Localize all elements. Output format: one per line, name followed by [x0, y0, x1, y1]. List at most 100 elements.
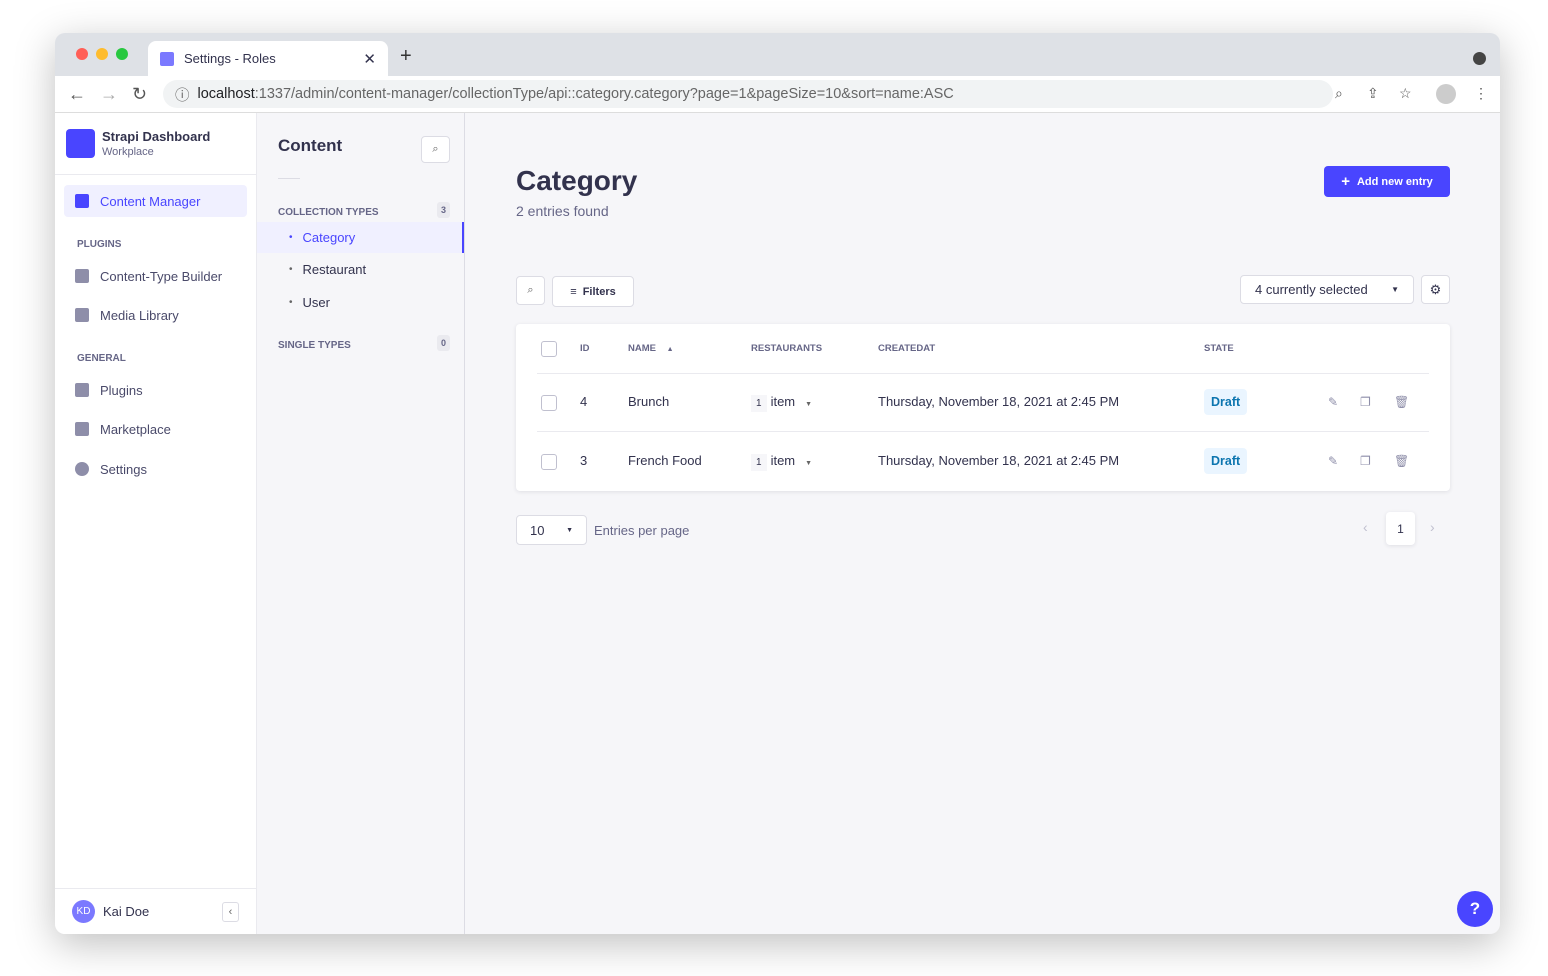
page-title: Category	[516, 165, 638, 196]
star-icon[interactable]: ☆	[1399, 85, 1412, 101]
nav-media-library[interactable]: Media Library	[64, 299, 247, 331]
divider	[278, 178, 300, 179]
share-icon[interactable]: ⇪	[1367, 85, 1379, 101]
nav-label: Plugins	[100, 382, 143, 398]
next-page-icon[interactable]: ›	[1430, 519, 1435, 535]
sidebar-item-restaurant[interactable]: Restaurant	[257, 254, 464, 285]
collapse-nav-button[interactable]: ‹	[222, 901, 239, 922]
nav-label: Content Manager	[100, 193, 201, 209]
reload-icon[interactable]: ↻	[132, 84, 148, 104]
prev-page-icon[interactable]: ‹	[1363, 519, 1368, 535]
item-label: Category	[302, 230, 356, 245]
forward-icon[interactable]: →	[100, 84, 118, 104]
status-badge: Draft	[1204, 389, 1248, 415]
settings-gear-button[interactable]: ⚙	[1421, 275, 1450, 304]
sidebar-item-category[interactable]: Category	[257, 222, 464, 253]
duplicate-icon[interactable]: ❐	[1360, 454, 1371, 468]
duplicate-icon[interactable]: ❐	[1360, 395, 1371, 409]
table-row[interactable]: 3 French Food 1 item ▼ Thursday, November …	[537, 433, 1429, 491]
image-icon	[75, 308, 89, 322]
user-menu[interactable]: KD Kai Doe ‹	[55, 888, 256, 934]
address-bar: ← → ↻ ⓘ localhost:1337/admin/content-mana…	[55, 76, 1500, 113]
zoom-icon[interactable]: ⌕	[1335, 85, 1343, 101]
nav-label: Settings	[100, 461, 147, 477]
puzzle-icon	[75, 383, 89, 397]
sidebar-item-user[interactable]: User	[257, 287, 464, 318]
entries-count: 2 entries found	[516, 203, 609, 219]
tab-bar: Settings - Roles ✕ +	[55, 33, 1500, 76]
url-input[interactable]: ⓘ localhost:1337/admin/content-manager/co…	[163, 80, 1333, 108]
profile-icon[interactable]	[1436, 84, 1456, 104]
restaurants-dropdown[interactable]: 1 item ▼	[751, 453, 813, 471]
menu-icon[interactable]: ⋮	[1474, 85, 1488, 101]
item-label: User	[302, 295, 330, 310]
page-1-button[interactable]: 1	[1386, 512, 1415, 545]
close-window-button[interactable]	[76, 48, 88, 60]
caret-down-icon: ▼	[805, 460, 813, 467]
cell-createdat: Thursday, November 18, 2021 at 2:45 PM	[878, 394, 1120, 409]
single-types-heading[interactable]: SINGLE TYPES 0	[278, 335, 450, 351]
content-sidebar: Content ⌕ COLLECTION TYPES 3 Category Res…	[257, 113, 465, 934]
caret-down-icon: ▼	[1391, 285, 1399, 294]
count-badge: 3	[436, 202, 450, 218]
trash-icon[interactable]: 🗑	[1394, 395, 1410, 409]
minimize-window-button[interactable]	[96, 48, 108, 60]
nav-label: Media Library	[100, 307, 179, 323]
brand-name: Strapi Dashboard	[102, 129, 211, 144]
search-button[interactable]: ⌕	[516, 276, 545, 305]
nav-marketplace[interactable]: Marketplace	[64, 413, 247, 445]
pen-icon	[75, 194, 89, 208]
cart-icon	[75, 422, 89, 436]
tab-search-icon[interactable]	[1473, 52, 1486, 65]
page-number: 1	[1397, 521, 1404, 536]
plus-icon: +	[1341, 173, 1350, 190]
collection-types-heading[interactable]: COLLECTION TYPES 3	[278, 202, 450, 218]
filter-icon: ≡	[570, 285, 577, 298]
add-new-entry-button[interactable]: + Add new entry	[1324, 166, 1450, 197]
url-host: localhost	[197, 86, 255, 102]
edit-icon[interactable]: ✎	[1328, 395, 1339, 409]
row-checkbox[interactable]	[541, 454, 557, 470]
trash-icon[interactable]: 🗑	[1394, 454, 1410, 468]
page-size-select[interactable]: 10 ▼	[516, 515, 587, 545]
nav-settings[interactable]: Settings	[64, 453, 247, 485]
table-row[interactable]: 4 Brunch 1 item ▼ Thursday, November 18, 2…	[537, 374, 1429, 432]
select-value: 4 currently selected	[1255, 282, 1368, 297]
cell-createdat: Thursday, November 18, 2021 at 2:45 PM	[878, 453, 1120, 468]
nav-content-type-builder[interactable]: Content-Type Builder	[64, 260, 247, 292]
filters-button[interactable]: ≡ Filters	[552, 276, 634, 307]
info-icon: ⓘ	[175, 87, 190, 104]
browser-tab[interactable]: Settings - Roles ✕	[148, 41, 388, 76]
sidebar-search-button[interactable]: ⌕	[421, 136, 450, 163]
select-all-checkbox[interactable]	[541, 341, 557, 357]
general-heading: GENERAL	[77, 353, 126, 364]
cell-name: French Food	[628, 453, 702, 468]
item-label: Restaurant	[302, 262, 367, 277]
caret-down-icon: ▼	[805, 401, 813, 408]
new-tab-icon[interactable]: +	[400, 45, 412, 67]
edit-icon[interactable]: ✎	[1328, 454, 1339, 468]
help-button[interactable]: ?	[1457, 891, 1493, 927]
entries-per-page-label: Entries per page	[594, 523, 690, 538]
button-label: Add new entry	[1356, 175, 1433, 188]
columns-select[interactable]: 4 currently selected ▼	[1240, 275, 1414, 304]
cell-name: Brunch	[628, 394, 670, 409]
gear-icon	[75, 462, 89, 476]
restaurants-dropdown[interactable]: 1 item ▼	[751, 394, 813, 412]
close-tab-icon[interactable]: ✕	[363, 50, 376, 68]
user-name: Kai Doe	[103, 904, 150, 919]
back-icon[interactable]: ←	[68, 84, 86, 104]
nav-content-manager[interactable]: Content Manager	[64, 185, 247, 217]
header-id[interactable]: ID	[580, 343, 590, 354]
section-label: SINGLE TYPES	[278, 340, 351, 351]
header-restaurants: RESTAURANTS	[751, 343, 823, 354]
maximize-window-button[interactable]	[116, 48, 128, 60]
header-label: NAME	[628, 343, 656, 354]
header-name[interactable]: NAME ▲	[628, 343, 674, 354]
header-createdat[interactable]: CREATEDAT	[878, 343, 936, 354]
browser-window: Settings - Roles ✕ + ← → ↻ ⓘ localhost:133…	[55, 33, 1500, 934]
plugins-heading: PLUGINS	[77, 239, 122, 250]
sidebar-title: Content	[278, 136, 343, 155]
nav-plugins[interactable]: Plugins	[64, 374, 247, 406]
row-checkbox[interactable]	[541, 394, 557, 411]
